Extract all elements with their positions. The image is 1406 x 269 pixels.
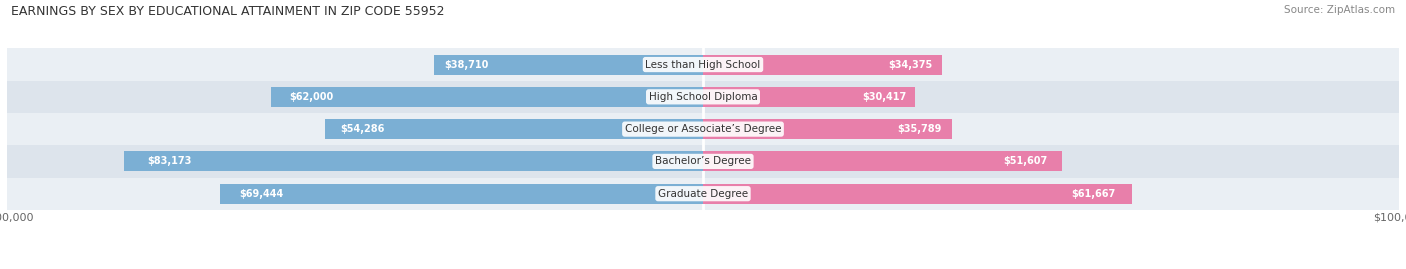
Bar [703,55,942,75]
Bar [7,145,1399,178]
Text: $54,286: $54,286 [340,124,385,134]
Text: High School Diploma: High School Diploma [648,92,758,102]
Bar [7,48,1399,81]
Bar [325,119,703,139]
Text: Graduate Degree: Graduate Degree [658,189,748,199]
Text: $61,667: $61,667 [1071,189,1115,199]
Text: Less than High School: Less than High School [645,59,761,70]
Bar [7,81,1399,113]
Text: $62,000: $62,000 [288,92,333,102]
Text: $35,789: $35,789 [898,124,942,134]
Bar [703,184,1132,204]
Text: $30,417: $30,417 [862,92,907,102]
Text: EARNINGS BY SEX BY EDUCATIONAL ATTAINMENT IN ZIP CODE 55952: EARNINGS BY SEX BY EDUCATIONAL ATTAINMEN… [11,5,444,18]
Bar [7,113,1399,145]
Bar [703,151,1062,171]
Text: Source: ZipAtlas.com: Source: ZipAtlas.com [1284,5,1395,15]
Text: $83,173: $83,173 [148,156,191,167]
Bar [7,178,1399,210]
Bar [433,55,703,75]
Text: $51,607: $51,607 [1004,156,1047,167]
Text: $34,375: $34,375 [889,59,932,70]
Text: Bachelor’s Degree: Bachelor’s Degree [655,156,751,167]
Text: $69,444: $69,444 [239,189,283,199]
Bar [703,119,952,139]
Text: College or Associate’s Degree: College or Associate’s Degree [624,124,782,134]
Text: $38,710: $38,710 [444,59,489,70]
Bar [124,151,703,171]
Bar [219,184,703,204]
Bar [271,87,703,107]
Bar [703,87,915,107]
